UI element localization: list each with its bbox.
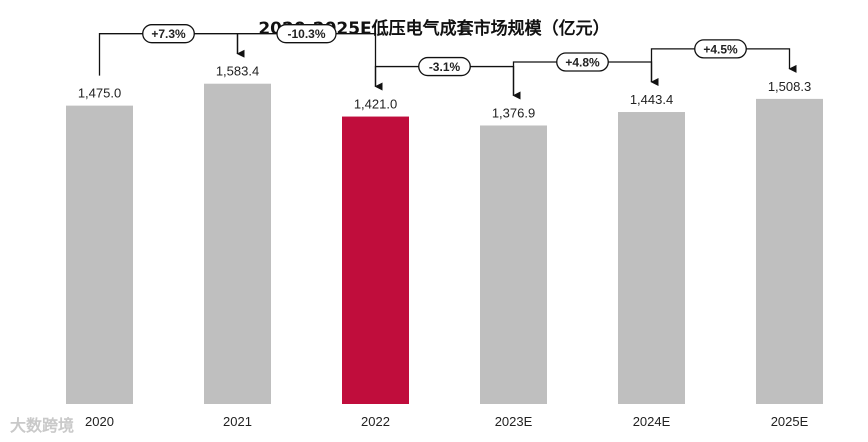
growth-label-2: -10.3% <box>287 27 325 41</box>
growth-label-4: +4.8% <box>565 56 600 70</box>
bar-2021 <box>204 83 271 404</box>
category-label-2021: 2021 <box>223 414 252 429</box>
watermark-logo: 大数跨境 <box>10 416 75 435</box>
growth-badge-1 <box>142 24 195 44</box>
bar-2024E <box>618 112 685 404</box>
value-label-2022: 1,421.0 <box>354 97 397 112</box>
bar-2022 <box>342 116 409 404</box>
growth-badge-5 <box>694 39 747 59</box>
bar-2020 <box>66 105 133 404</box>
value-label-2023E: 1,376.9 <box>492 105 535 120</box>
category-label-2022: 2022 <box>361 414 390 429</box>
growth-label-5: +4.5% <box>703 42 738 56</box>
growth-label-3: -3.1% <box>429 60 461 74</box>
bar-2025E <box>756 98 823 404</box>
category-label-2024E: 2024E <box>633 414 671 429</box>
category-label-2023E: 2023E <box>495 414 533 429</box>
growth-label-1: +7.3% <box>151 27 186 41</box>
value-label-2025E: 1,508.3 <box>768 79 811 94</box>
value-label-2024E: 1,443.4 <box>630 92 673 107</box>
value-label-2020: 1,475.0 <box>78 86 121 101</box>
growth-badge-3 <box>418 56 471 77</box>
growth-badge-2 <box>276 24 337 44</box>
category-label-2020: 2020 <box>85 414 114 429</box>
category-label-2025E: 2025E <box>771 414 809 429</box>
growth-badge-4 <box>556 52 609 72</box>
value-label-2021: 1,583.4 <box>216 64 259 79</box>
bar-2023E <box>480 125 547 404</box>
